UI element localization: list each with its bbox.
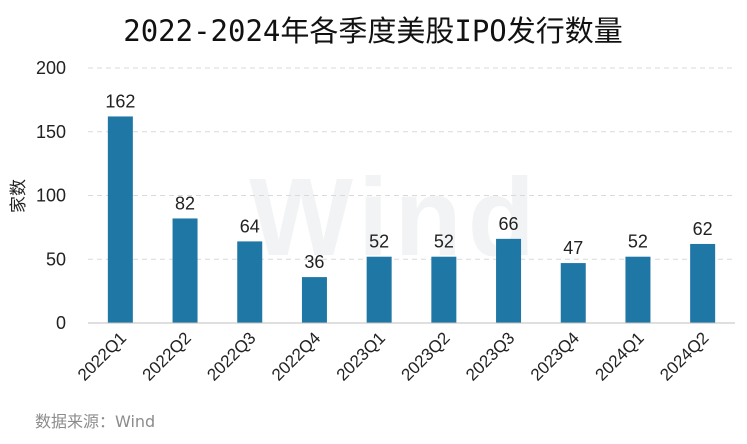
x-axis-ticks: 2022Q1 2022Q2 2022Q3 2022Q4 2023Q1 2023Q2 2023… — [74, 328, 713, 384]
y-tick-label: 0 — [56, 313, 66, 333]
data-label: 162 — [105, 91, 135, 111]
data-label: 64 — [240, 216, 260, 236]
x-tick-label: 2024Q2 — [656, 328, 712, 384]
bars — [107, 116, 716, 323]
x-tick-label: 2023Q1 — [333, 328, 389, 384]
y-axis-label: 家数 — [9, 179, 29, 213]
data-label: 82 — [175, 193, 195, 213]
y-tick-label: 50 — [46, 249, 66, 269]
bar — [560, 263, 586, 323]
x-tick-label: 2023Q3 — [462, 328, 518, 384]
x-tick-label: 2022Q3 — [203, 328, 259, 384]
data-label: 47 — [563, 238, 583, 258]
data-label: 36 — [304, 252, 324, 272]
bar — [172, 218, 198, 323]
data-label: 62 — [693, 219, 713, 239]
y-tick-label: 200 — [36, 58, 66, 78]
chart-title: 2022-2024年各季度美股IPO发行数量 — [123, 14, 623, 48]
data-label: 52 — [628, 232, 648, 252]
y-axis-ticks: 0 50 100 150 200 — [36, 58, 66, 333]
data-label: 52 — [369, 232, 389, 252]
y-tick-label: 100 — [36, 186, 66, 206]
watermark: Wind — [249, 156, 541, 279]
x-tick-label: 2022Q4 — [268, 328, 324, 384]
bar — [690, 243, 716, 323]
x-tick-label: 2022Q2 — [139, 328, 195, 384]
x-tick-label: 2022Q1 — [74, 328, 130, 384]
data-labels: 162 82 64 36 52 52 66 47 52 62 — [105, 91, 712, 272]
bar — [301, 277, 327, 323]
bar — [431, 256, 457, 323]
bar — [107, 116, 133, 323]
x-tick-label: 2023Q2 — [397, 328, 453, 384]
x-tick-label: 2024Q1 — [592, 328, 648, 384]
bar — [625, 256, 651, 323]
data-label: 52 — [434, 232, 454, 252]
bar — [496, 238, 522, 323]
bar — [366, 256, 392, 323]
x-tick-label: 2023Q4 — [527, 328, 583, 384]
source-note: 数据来源：Wind — [35, 412, 155, 431]
bar — [237, 241, 263, 323]
y-tick-label: 150 — [36, 122, 66, 142]
data-label: 66 — [499, 214, 519, 234]
